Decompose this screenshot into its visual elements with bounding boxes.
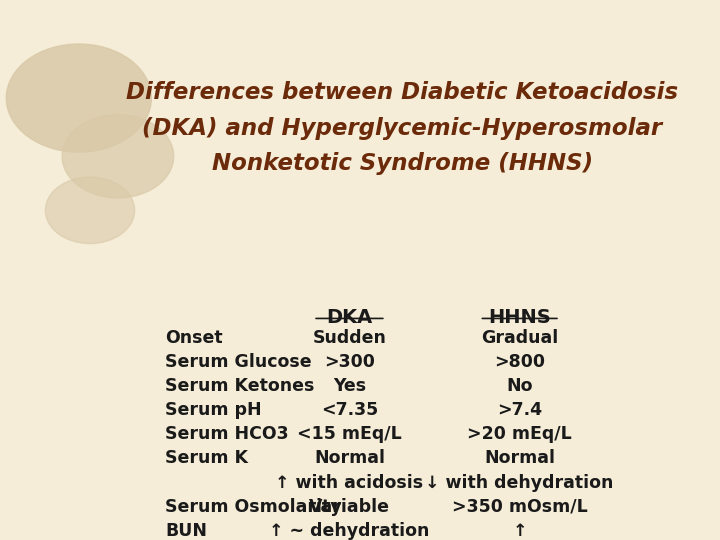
Text: <7.35: <7.35	[321, 401, 378, 419]
Text: DKA: DKA	[326, 308, 372, 327]
Text: BUN: BUN	[166, 522, 207, 540]
Text: ↑: ↑	[513, 522, 527, 540]
Circle shape	[45, 177, 135, 244]
Circle shape	[62, 114, 174, 198]
Text: ↓ with dehydration: ↓ with dehydration	[426, 474, 614, 491]
Text: Gradual: Gradual	[481, 329, 558, 347]
Text: Serum Glucose: Serum Glucose	[166, 353, 312, 371]
Text: Yes: Yes	[333, 377, 366, 395]
Text: Normal: Normal	[484, 449, 555, 468]
Text: Serum K: Serum K	[166, 449, 248, 468]
Text: Onset: Onset	[166, 329, 223, 347]
Text: Serum Osmolarity: Serum Osmolarity	[166, 498, 342, 516]
Text: Variable: Variable	[309, 498, 390, 516]
Text: >300: >300	[324, 353, 375, 371]
Text: Normal: Normal	[314, 449, 385, 468]
Text: Serum Ketones: Serum Ketones	[166, 377, 315, 395]
Text: Serum HCO3: Serum HCO3	[166, 426, 289, 443]
Circle shape	[6, 44, 151, 152]
Text: >800: >800	[494, 353, 545, 371]
Text: >20 mEq/L: >20 mEq/L	[467, 426, 572, 443]
Text: ↑ with acidosis: ↑ with acidosis	[276, 474, 423, 491]
Text: Serum pH: Serum pH	[166, 401, 262, 419]
Text: >350 mOsm/L: >350 mOsm/L	[451, 498, 588, 516]
Text: (DKA) and Hyperglycemic-Hyperosmolar: (DKA) and Hyperglycemic-Hyperosmolar	[143, 117, 662, 140]
Text: <15 mEq/L: <15 mEq/L	[297, 426, 402, 443]
Text: HHNS: HHNS	[488, 308, 551, 327]
Text: Differences between Diabetic Ketoacidosis: Differences between Diabetic Ketoacidosi…	[127, 82, 678, 104]
Text: >7.4: >7.4	[497, 401, 542, 419]
Text: Nonketotic Syndrome (HHNS): Nonketotic Syndrome (HHNS)	[212, 152, 593, 175]
Text: No: No	[506, 377, 533, 395]
Text: ↑ ~ dehydration: ↑ ~ dehydration	[269, 522, 430, 540]
Text: Sudden: Sudden	[312, 329, 387, 347]
